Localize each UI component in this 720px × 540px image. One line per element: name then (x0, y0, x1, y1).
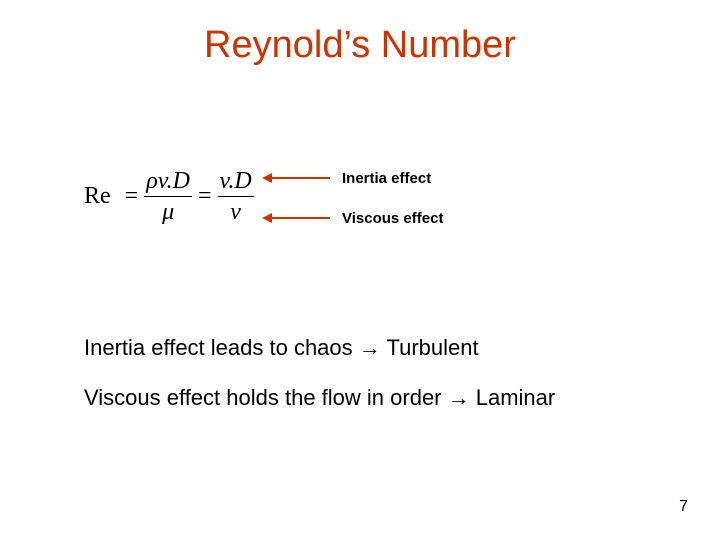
fraction-2: v.D ν (218, 168, 254, 226)
label-inertia: Inertia effect (342, 170, 431, 187)
label-viscous: Viscous effect (342, 210, 443, 227)
formula-lhs: Re (84, 183, 111, 210)
page-number: 7 (679, 498, 688, 516)
frac1-den: μ (160, 197, 176, 225)
arrow-viscous (262, 210, 332, 226)
slide: Reynold’s Number Re = ρv.D μ = v.D ν Ine… (0, 0, 720, 540)
arrow-inertia (262, 170, 332, 186)
frac1-num: ρv.D (144, 168, 192, 196)
frac2-num: v.D (218, 168, 254, 196)
equals-1: = (125, 183, 139, 210)
reynolds-formula: Re = ρv.D μ = v.D ν (84, 168, 254, 226)
body-line-2: Viscous effect holds the flow in order →… (84, 385, 555, 411)
equals-2: = (198, 183, 212, 210)
arrow-viscous-head (262, 213, 272, 223)
frac2-den: ν (228, 197, 243, 225)
arrow-inertia-head (262, 173, 272, 183)
slide-title: Reynold’s Number (0, 24, 720, 67)
body-line-1: Inertia effect leads to chaos → Turbulen… (84, 335, 479, 361)
fraction-1: ρv.D μ (144, 168, 192, 226)
